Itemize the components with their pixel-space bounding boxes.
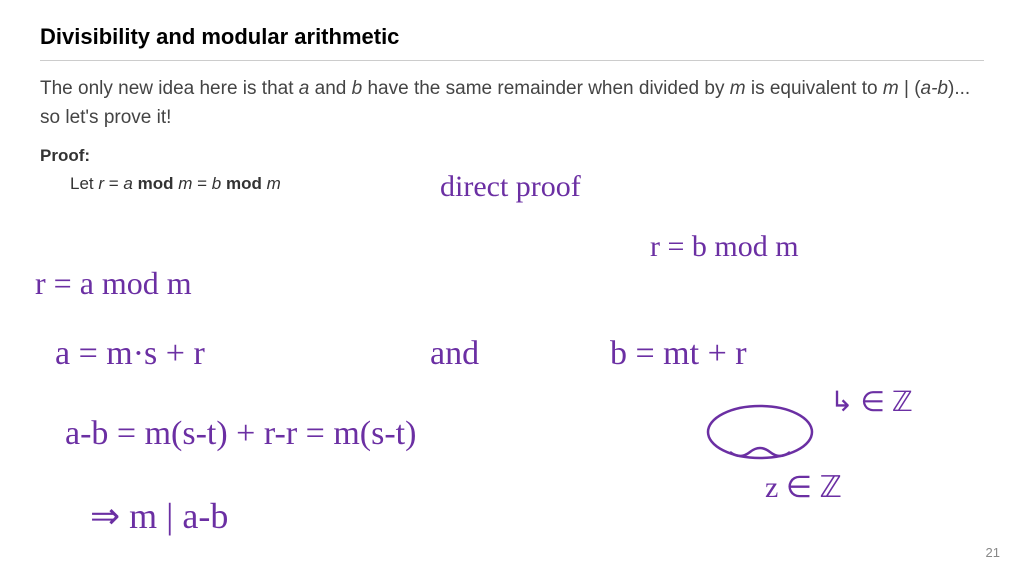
mod-kw2: mod (221, 174, 266, 193)
var-a: a (299, 78, 310, 99)
handwriting-a_eq: a = m·s + r (55, 335, 205, 373)
handwriting-direct_proof: direct proof (440, 170, 581, 204)
text: | ( (899, 78, 921, 99)
text: have the same remainder when divided by (362, 78, 730, 99)
var-m2: m (883, 78, 899, 99)
text: The only new idea here is that (40, 78, 299, 99)
text: = (192, 174, 211, 193)
mod-kw: mod (133, 174, 178, 193)
text: is equivalent to (746, 78, 883, 99)
var-b2: b (212, 174, 221, 193)
handwriting-and: and (430, 335, 479, 373)
handwriting-in_z1: ↳ ∈ ℤ (830, 385, 913, 419)
handwriting-ab_eq: a-b = m(s-t) + r-r = m(s-t) (65, 415, 416, 453)
page-number: 21 (986, 545, 1000, 560)
text: and (309, 78, 351, 99)
text: Let (70, 174, 98, 193)
var-ab: a-b (921, 78, 948, 99)
handwriting-r_eq_b_mod_m: r = b mod m (650, 230, 799, 264)
proof-label: Proof: (40, 146, 984, 166)
handwriting-b_eq: b = mt + r (610, 335, 747, 373)
handwriting-r_eq_a_mod_m: r = a mod m (35, 265, 192, 302)
var-m3: m (178, 174, 192, 193)
var-a2: a (123, 174, 132, 193)
handwriting-z2: z ∈ ℤ (765, 470, 842, 505)
var-m4: m (267, 174, 281, 193)
var-m: m (730, 78, 746, 99)
text: = (104, 174, 123, 193)
body-paragraph: The only new idea here is that a and b h… (40, 75, 984, 132)
var-b: b (352, 78, 363, 99)
slide-title: Divisibility and modular arithmetic (40, 24, 984, 61)
handwriting-implies: ⇒ m | a-b (90, 495, 228, 537)
